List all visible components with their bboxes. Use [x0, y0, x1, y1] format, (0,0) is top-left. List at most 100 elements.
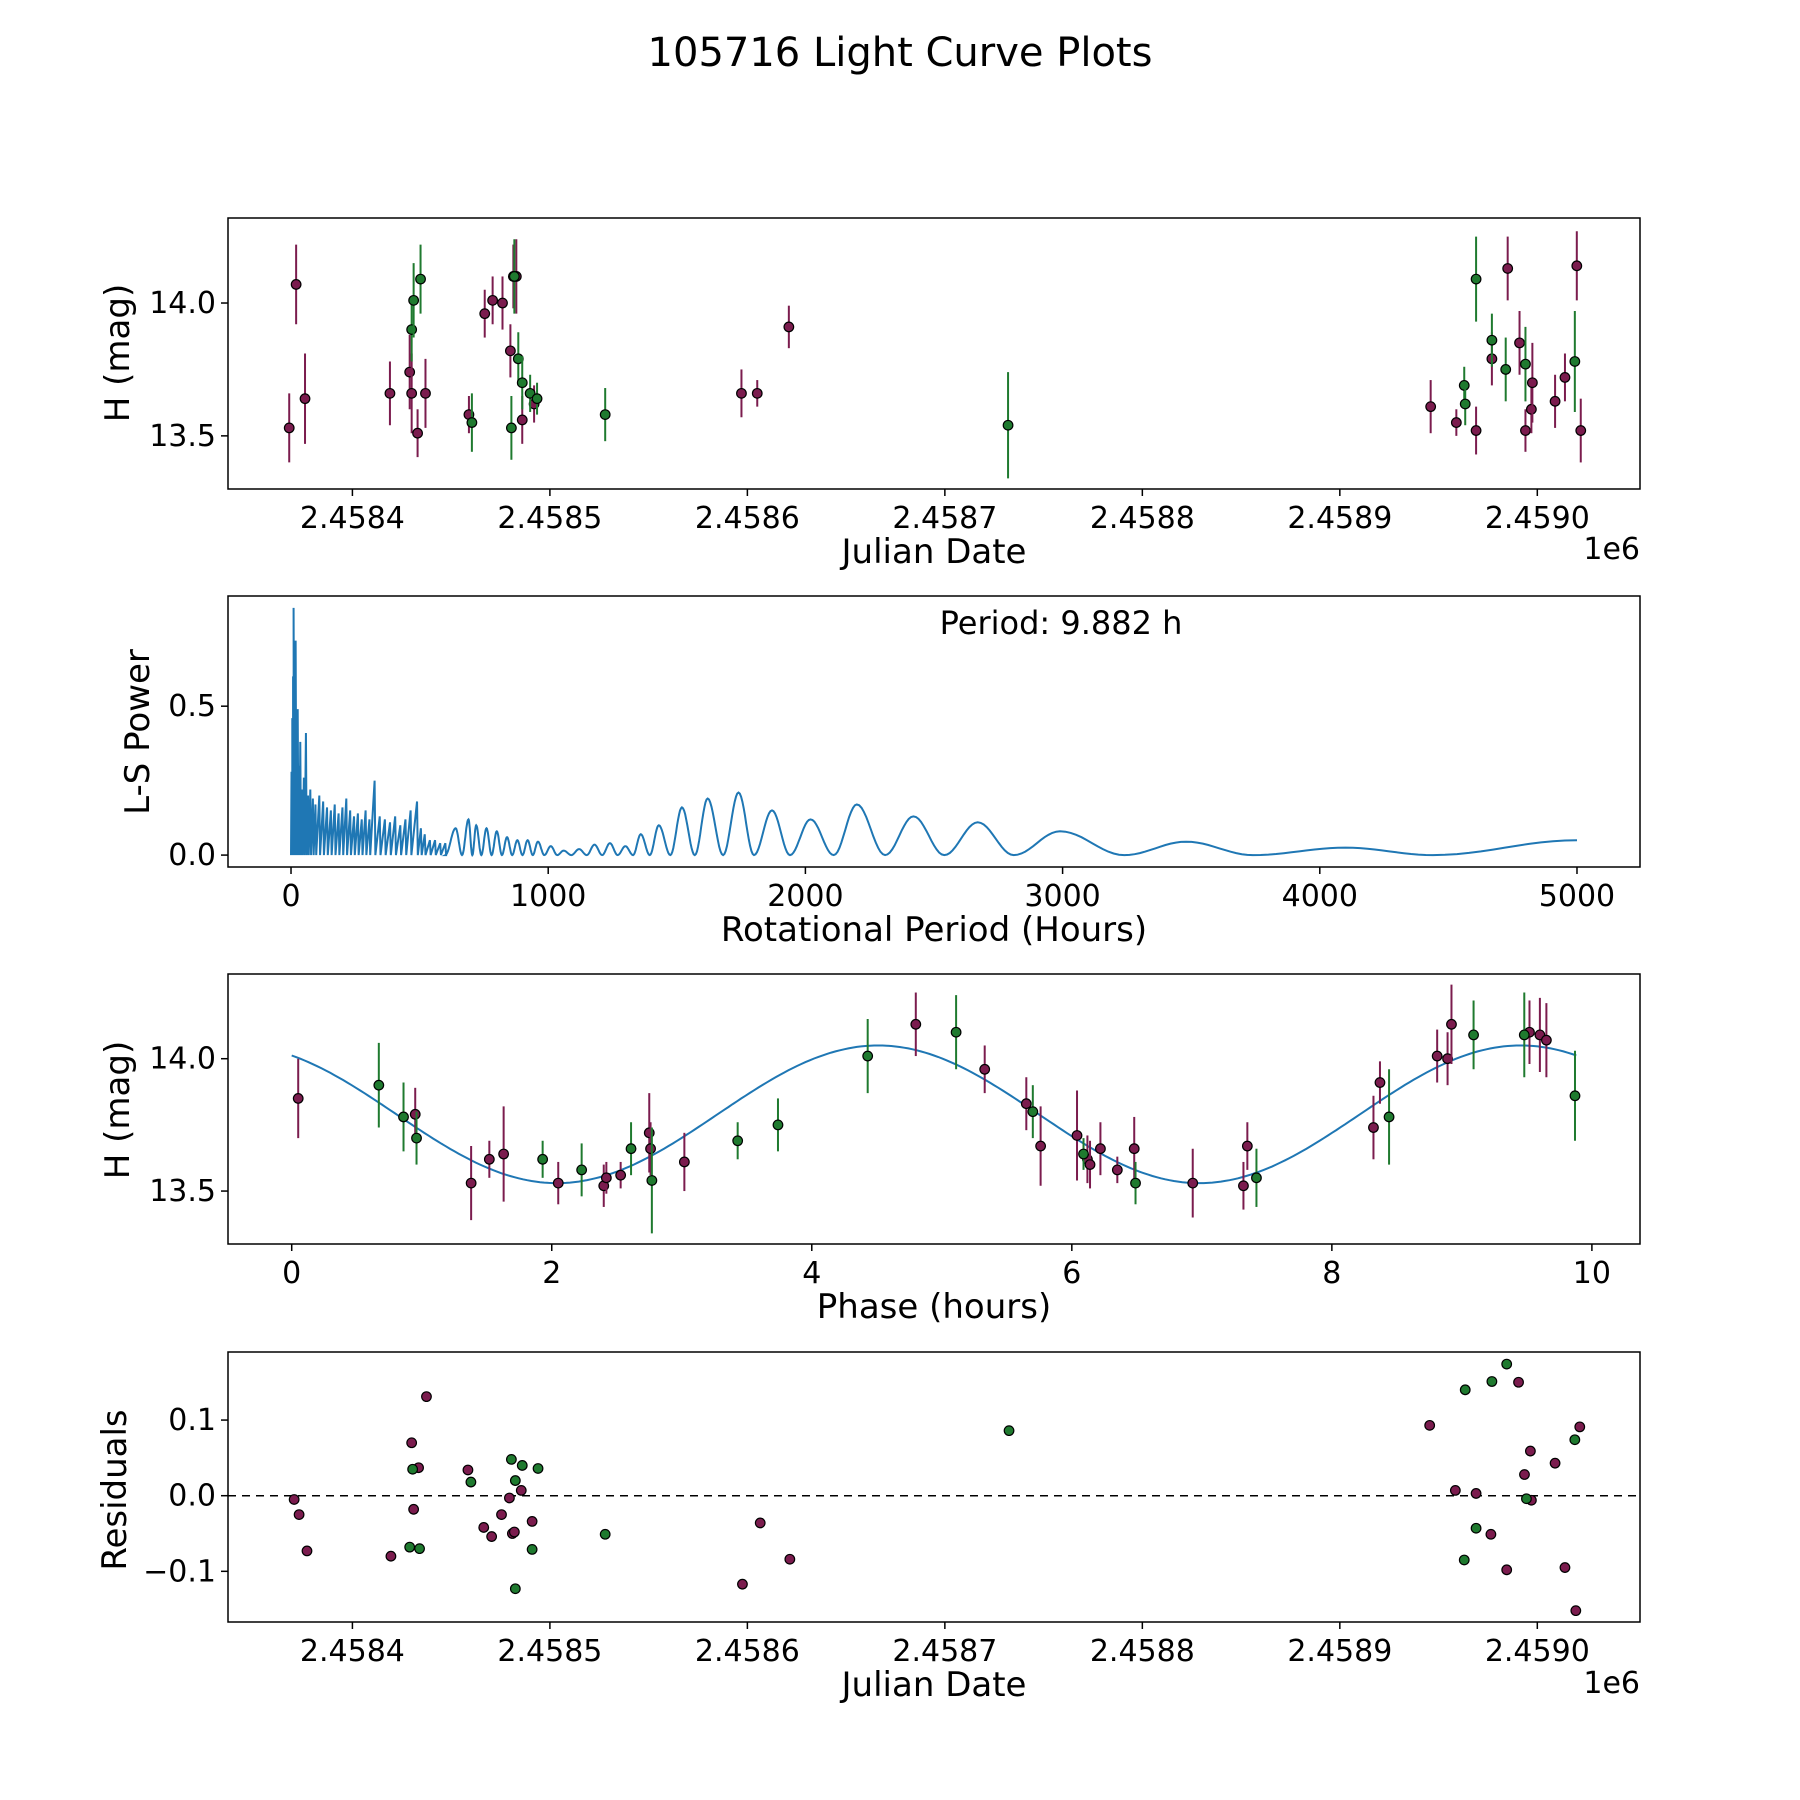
data-point	[1501, 1564, 1513, 1576]
data-point	[1570, 1605, 1582, 1617]
data-point	[411, 1132, 422, 1144]
residuals-panel: Julian Date Residuals 1e6 2.4584 2.4585 2.…	[95, 1351, 1641, 1705]
periodogram-panel: Rotational Period (Hours) L-S Power Peri…	[118, 595, 1641, 950]
x-tick-label: 3000	[1024, 879, 1100, 914]
data-point	[732, 1135, 744, 1147]
data-point	[1084, 1159, 1096, 1170]
x-tick-label: 2.4586	[695, 501, 800, 536]
data-point	[1574, 1421, 1586, 1433]
period-annotation: Period: 9.882 h	[940, 604, 1183, 642]
data-point	[1128, 1143, 1140, 1155]
data-point	[1502, 263, 1514, 274]
data-point	[784, 1553, 796, 1565]
x-tick-label: 4000	[1282, 879, 1358, 914]
x-tick-label: 5000	[1539, 879, 1615, 914]
figure-title: 105716 Light Curve Plots	[648, 30, 1153, 76]
data-point	[1470, 1522, 1482, 1534]
x-tick-label: 2.4585	[497, 501, 602, 536]
data-point	[516, 377, 528, 389]
data-point	[516, 414, 528, 426]
data-point	[293, 1509, 305, 1521]
data-point	[1130, 1177, 1141, 1189]
data-point	[398, 1111, 409, 1123]
x-tick-label: 2000	[767, 879, 843, 914]
data-point	[516, 1460, 528, 1471]
data-point	[1458, 1554, 1470, 1566]
data-point	[1549, 395, 1561, 407]
data-point	[1549, 1457, 1561, 1469]
data-point	[1002, 419, 1014, 431]
data-point	[1251, 1172, 1262, 1184]
data-point	[496, 1509, 507, 1521]
data-point	[486, 1531, 498, 1542]
data-point	[1470, 1488, 1482, 1499]
data-point	[509, 1475, 521, 1486]
data-point	[508, 271, 520, 282]
data-point	[283, 422, 295, 434]
data-point	[1524, 1445, 1536, 1457]
data-point	[1374, 1077, 1386, 1088]
x-tick-label: 2.4588	[1090, 1634, 1195, 1669]
data-point	[1459, 398, 1471, 410]
data-point	[1446, 1018, 1457, 1030]
x-tick-label: 10	[1573, 1256, 1611, 1291]
data-point	[515, 1485, 527, 1496]
x-tick-label: 2.4589	[1287, 1634, 1392, 1669]
data-point	[1095, 1143, 1106, 1155]
data-point	[301, 1545, 313, 1557]
data-point	[1003, 1425, 1015, 1437]
residuals-x-label: Julian Date	[840, 1665, 1027, 1705]
data-point	[406, 387, 418, 399]
data-point	[421, 1391, 432, 1403]
residuals-y-label: Residuals	[95, 1409, 135, 1570]
data-point	[1486, 1376, 1498, 1387]
data-point	[404, 1541, 416, 1553]
data-point	[1425, 401, 1437, 413]
data-point	[1569, 1434, 1581, 1446]
data-point	[1571, 260, 1583, 272]
data-point	[1486, 334, 1498, 346]
data-point	[290, 279, 302, 290]
data-point	[645, 1143, 656, 1155]
data-point	[292, 1093, 304, 1104]
data-point	[1449, 1485, 1461, 1496]
data-point	[1383, 1111, 1395, 1123]
y-tick-label: 14.0	[149, 1042, 216, 1077]
data-point	[498, 1148, 510, 1160]
data-point	[415, 273, 426, 285]
data-point	[526, 1543, 538, 1555]
data-point	[412, 427, 423, 439]
data-point	[1078, 1148, 1089, 1160]
data-point	[1459, 1384, 1471, 1396]
x-tick-label: 2.4586	[695, 1634, 800, 1669]
data-point	[420, 387, 431, 399]
data-point	[1238, 1180, 1249, 1192]
data-point	[1569, 1090, 1581, 1102]
data-point	[384, 387, 396, 399]
x-tick-label: 2.4584	[300, 1634, 405, 1669]
data-point	[288, 1494, 300, 1505]
x-tick-label: 2	[542, 1256, 561, 1291]
data-point	[508, 1526, 520, 1538]
data-point	[1500, 364, 1512, 375]
data-point	[408, 294, 420, 306]
data-point	[1514, 337, 1525, 349]
data-point	[505, 1453, 517, 1465]
residuals-offset-label: 1e6	[1583, 1666, 1640, 1701]
data-point	[408, 1503, 420, 1515]
data-point	[404, 366, 416, 378]
data-point	[646, 1175, 658, 1186]
data-point	[1368, 1122, 1379, 1133]
light-curve-y-label: H (mag)	[98, 284, 138, 422]
data-point	[678, 1156, 690, 1168]
data-point	[465, 1476, 477, 1488]
data-point	[1569, 356, 1581, 367]
y-tick-label: 14.0	[149, 286, 216, 321]
data-point	[910, 1018, 922, 1030]
data-point	[504, 1492, 515, 1504]
data-point	[1468, 1029, 1479, 1041]
data-point	[299, 393, 311, 405]
data-point	[1518, 1029, 1530, 1041]
data-point	[783, 321, 795, 333]
